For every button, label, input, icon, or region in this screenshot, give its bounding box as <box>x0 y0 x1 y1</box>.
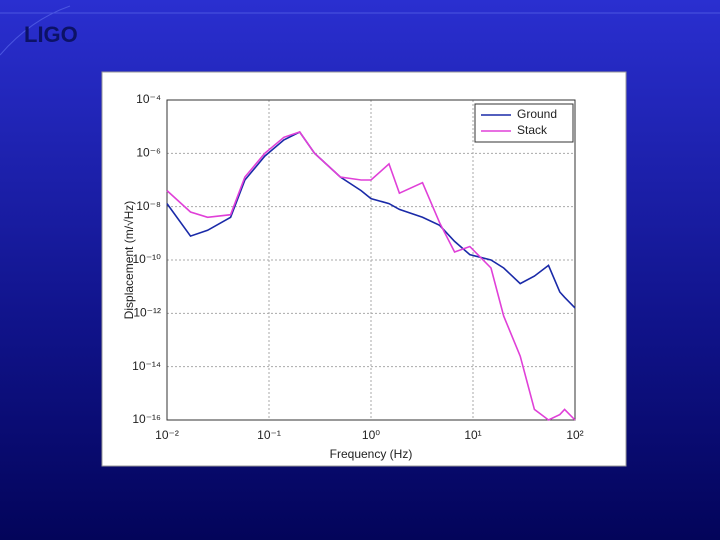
series-line <box>166 131 576 421</box>
x-tick-label: 10⁻¹ <box>257 428 281 442</box>
y-tick-label: 10⁻⁴ <box>136 92 161 106</box>
slide-arc <box>0 5 71 56</box>
y-tick-label: 10⁻¹⁴ <box>132 359 161 373</box>
x-tick-label: 10⁻² <box>155 428 179 442</box>
plot-frame <box>166 99 576 421</box>
x-tick-label: 10¹ <box>464 428 481 442</box>
y-tick-label: 10⁻¹⁶ <box>132 412 161 426</box>
legend-box <box>474 103 574 143</box>
x-axis-label: Frequency (Hz) <box>330 447 413 461</box>
legend-label: Stack <box>517 123 548 137</box>
y-tick-label: 10⁻¹² <box>133 306 161 320</box>
series-line <box>166 130 576 309</box>
x-tick-label: 10² <box>566 428 583 442</box>
legend-label: Ground <box>517 107 557 121</box>
x-tick-label: 10⁰ <box>362 428 380 442</box>
y-tick-label: 10⁻¹⁰ <box>133 252 162 266</box>
logo: LIGO <box>24 22 78 47</box>
y-tick-label: 10⁻⁸ <box>136 199 161 213</box>
y-tick-label: 10⁻⁶ <box>136 146 161 160</box>
y-axis-label: Displacement (m/√Hz) <box>122 201 136 320</box>
